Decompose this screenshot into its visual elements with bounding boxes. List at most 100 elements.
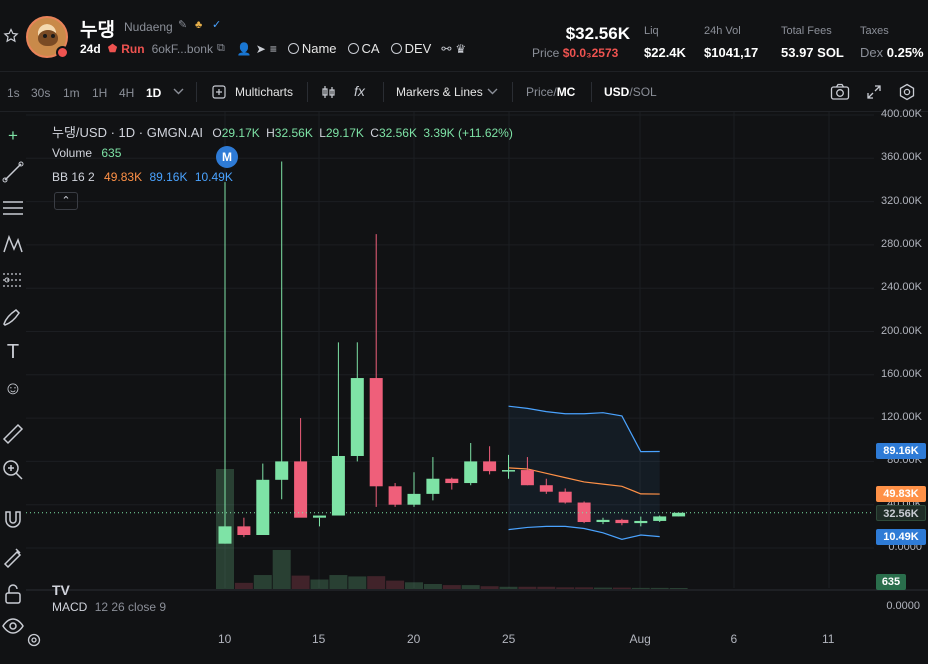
volume-bar xyxy=(612,587,631,589)
markers-lines-dropdown[interactable]: Markers & Lines xyxy=(396,85,483,99)
candle-body xyxy=(369,378,383,487)
price-chart[interactable]: 누댕/USD · 1D · GMGN.AI O29.17K H32.56K L2… xyxy=(26,108,928,664)
list-icon[interactable]: ≡ xyxy=(269,41,277,56)
visibility-eye-icon[interactable] xyxy=(1,614,25,638)
collapse-legend-button[interactable]: ⌃ xyxy=(54,192,78,210)
price-tag: 32.56K xyxy=(876,504,926,521)
camera-icon[interactable] xyxy=(830,83,850,101)
chart-marker-badge[interactable]: M xyxy=(216,146,238,168)
zoom-in-icon[interactable] xyxy=(1,458,25,482)
candle-body xyxy=(256,479,270,536)
price-mc-toggle[interactable]: Price/MC xyxy=(526,85,576,99)
candle-body xyxy=(407,493,421,505)
price-tag: 89.16K xyxy=(876,443,926,460)
timeframe-1d[interactable]: 1D xyxy=(146,86,162,100)
fullscreen-icon[interactable] xyxy=(866,84,882,100)
ruler-icon[interactable] xyxy=(1,422,25,446)
candle-body xyxy=(539,485,553,492)
timeframe-30s[interactable]: 30s xyxy=(31,86,51,100)
timeframe-1m[interactable]: 1m xyxy=(63,86,80,100)
chevron-down-icon[interactable] xyxy=(173,88,184,96)
chevron-down-icon[interactable] xyxy=(487,88,498,96)
price-axis-label: 240.00K xyxy=(881,281,922,294)
timeframe-1h[interactable]: 1H xyxy=(92,86,108,100)
volume-bar xyxy=(556,587,575,589)
price-axis-label: 360.00K xyxy=(881,151,922,164)
multicharts-button[interactable]: Multicharts xyxy=(235,85,294,99)
candle-body xyxy=(350,378,364,456)
bollinger-upper-line xyxy=(508,405,660,453)
lock-icon[interactable] xyxy=(1,582,25,606)
holders-icon[interactable]: ♣ xyxy=(195,19,203,31)
lock-drawing-icon[interactable] xyxy=(1,544,25,568)
telegram-icon[interactable]: ➤ xyxy=(255,41,266,56)
volume-bar xyxy=(291,575,310,589)
candle-body xyxy=(596,519,610,523)
token-name: 누댕 xyxy=(80,20,115,41)
verified-icon[interactable]: ✓ xyxy=(212,19,222,31)
candle-body xyxy=(634,520,648,524)
copy-icon[interactable]: ⧉ xyxy=(216,42,225,54)
volume-bar xyxy=(367,576,386,589)
candles-type-icon[interactable] xyxy=(321,84,337,100)
magnet-icon[interactable] xyxy=(1,508,25,532)
brush-icon[interactable] xyxy=(1,304,25,328)
projection-icon[interactable] xyxy=(1,268,25,292)
crosshair-icon[interactable]: + xyxy=(8,126,18,145)
volume-bar xyxy=(272,549,291,589)
macd-axis-label: 0.0000 xyxy=(886,600,920,612)
candle-body xyxy=(218,526,232,544)
macd-legend: MACD 12 26 close 9 xyxy=(52,600,167,614)
time-axis-label: 11 xyxy=(822,632,835,646)
token-subname: Nudaeng xyxy=(124,20,173,34)
time-axis-label: 10 xyxy=(218,632,232,646)
candle-body xyxy=(445,478,459,484)
edit-icon[interactable]: ✎ xyxy=(178,19,188,31)
favorite-star-icon[interactable] xyxy=(3,28,19,44)
volume-bar xyxy=(461,585,480,589)
emoji-icon[interactable]: ☺ xyxy=(3,378,23,398)
price-tag: 49.83K xyxy=(876,486,926,503)
search-name-link[interactable]: Name xyxy=(287,41,337,56)
tradingview-logo: TV xyxy=(52,582,70,598)
fib-retracement-icon[interactable] xyxy=(1,196,25,220)
price-axis-label: 400.00K xyxy=(881,108,922,120)
candle-body xyxy=(577,502,591,523)
usd-sol-toggle[interactable]: USD/SOL xyxy=(604,85,657,99)
chart-canvas[interactable] xyxy=(26,112,928,664)
timeframe-4h[interactable]: 4H xyxy=(119,86,135,100)
time-axis-label: 6 xyxy=(730,632,738,646)
indicators-fx-icon[interactable]: fx xyxy=(354,83,365,99)
text-tool-icon[interactable]: T xyxy=(6,341,20,363)
price-axis-label: 280.00K xyxy=(881,237,922,250)
volume-bar xyxy=(518,586,537,589)
pattern-icon[interactable] xyxy=(1,232,25,256)
candle-body xyxy=(653,516,667,521)
volume-bar xyxy=(575,587,594,589)
trend-line-icon[interactable] xyxy=(1,160,25,184)
search-icon xyxy=(287,43,299,54)
price-axis-label: 160.00K xyxy=(881,367,922,380)
price-axis-label: 200.00K xyxy=(881,324,922,337)
candle-body xyxy=(313,515,326,518)
candle-body xyxy=(558,491,572,503)
price-per-token: Price $0.0₃2573 xyxy=(532,46,619,60)
contract-address: 6okF...bonk xyxy=(151,41,213,56)
search-ca-link[interactable]: CA xyxy=(347,41,380,56)
share-icon[interactable]: ⚯ xyxy=(441,41,452,56)
candle-body xyxy=(331,455,345,516)
crown-icon[interactable]: ♛ xyxy=(455,41,467,56)
volume-bar xyxy=(499,586,518,589)
timeframe-1s[interactable]: 1s xyxy=(7,86,20,100)
time-axis-label: 15 xyxy=(312,632,326,646)
multicharts-icon[interactable] xyxy=(212,85,226,99)
search-dev-link[interactable]: DEV xyxy=(390,41,431,56)
settings-gear-icon[interactable] xyxy=(898,83,916,101)
volume-bar xyxy=(537,586,556,589)
volume-bar xyxy=(631,587,650,589)
liquidity-stat: Liq $22.4K xyxy=(644,25,686,60)
bollinger-band-area xyxy=(508,406,660,540)
volume-bar xyxy=(253,575,272,589)
axis-settings-gear-icon[interactable] xyxy=(26,632,42,648)
user-icon[interactable]: 👤 xyxy=(236,41,252,56)
